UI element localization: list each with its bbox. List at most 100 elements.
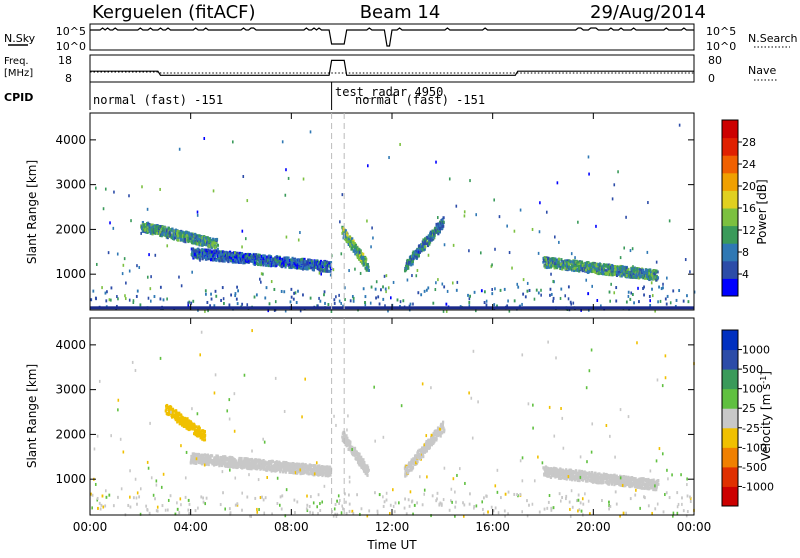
power-cell <box>412 263 414 266</box>
power-speckle <box>596 299 598 302</box>
power-near-range <box>486 303 488 306</box>
power-speckle <box>411 274 413 277</box>
power-speckle <box>110 299 112 302</box>
power-speckle <box>372 236 374 239</box>
power-near-range <box>192 300 194 303</box>
cpid-label: CPID <box>4 91 33 104</box>
power-speckle <box>630 292 632 295</box>
power-speckle <box>241 245 243 248</box>
nsearch-tick-top: 10^5 <box>706 25 736 38</box>
power-speckle <box>539 201 541 204</box>
power-speckle <box>384 275 386 278</box>
velocity-cell <box>199 430 201 433</box>
power-speckle <box>109 221 111 224</box>
power-near-range <box>686 294 688 297</box>
power-speckle <box>447 290 449 293</box>
power-cell <box>350 248 352 251</box>
power-cell <box>159 231 161 234</box>
power-near-range <box>432 302 434 305</box>
power-speckle <box>400 300 402 303</box>
power-near-range <box>493 303 495 306</box>
power-speckle <box>626 267 628 270</box>
power-near-range <box>517 286 519 289</box>
power-speckle <box>588 155 590 158</box>
power-near-range <box>293 298 295 301</box>
power-near-range <box>365 295 367 298</box>
power-near-range <box>353 300 355 303</box>
colorbar-tick-label: 20 <box>742 180 756 193</box>
power-cell <box>264 262 266 265</box>
velocity-cell <box>314 464 316 467</box>
power-near-range <box>633 301 635 304</box>
power-cell <box>194 253 196 256</box>
velocity-cell <box>422 453 424 456</box>
power-near-range <box>651 288 653 291</box>
power-speckle <box>159 188 161 191</box>
power-speckle <box>148 253 150 256</box>
power-near-range <box>95 297 97 300</box>
power-speckle <box>550 273 552 276</box>
colorbar-swatch <box>722 138 738 156</box>
power-near-range <box>296 301 298 304</box>
freq-panel: Freq. [MHz] 18 8 80 0 Nave <box>4 54 778 85</box>
power-near-range <box>467 294 469 297</box>
power-speckle <box>285 168 287 171</box>
power-speckle <box>360 272 362 275</box>
y-tick-label: 4000 <box>55 133 86 147</box>
power-near-range <box>90 298 92 301</box>
power-speckle <box>113 227 115 230</box>
power-speckle <box>354 268 356 271</box>
power-speckle <box>213 189 215 192</box>
power-near-range <box>658 286 660 289</box>
power-speckle <box>609 300 611 303</box>
power-cell <box>353 242 355 245</box>
power-speckle <box>558 241 560 244</box>
velocity-cell <box>367 470 369 473</box>
power-speckle <box>150 275 152 278</box>
power-speckle <box>370 302 372 305</box>
power-cell <box>321 269 323 272</box>
power-near-range <box>350 299 352 302</box>
power-cell <box>362 253 364 256</box>
power-speckle <box>288 177 290 180</box>
station-title: Kerguelen (fitACF) <box>92 2 256 23</box>
power-near-range <box>92 290 94 293</box>
nsky-label: N.Sky <box>4 32 36 45</box>
velocity-cell <box>288 470 290 473</box>
power-cell <box>216 238 218 241</box>
power-near-range <box>206 301 208 304</box>
power-speckle <box>140 232 142 235</box>
power-speckle <box>433 233 435 236</box>
velocity-cell <box>416 459 418 462</box>
power-near-range <box>629 298 631 301</box>
power-speckle <box>475 213 477 216</box>
velocity-cell <box>426 449 428 452</box>
colorbar-swatch <box>722 120 738 138</box>
power-near-range <box>302 293 304 296</box>
power-near-range <box>297 290 299 293</box>
power-cell <box>553 258 555 261</box>
power-speckle <box>101 286 103 289</box>
power-speckle <box>670 301 672 304</box>
cpid-row: CPID normal (fast) -151 test_radar 4950 … <box>4 82 485 110</box>
power-cell <box>209 240 211 243</box>
power-near-range <box>160 297 162 300</box>
power-near-range <box>223 302 225 305</box>
power-speckle <box>154 254 156 257</box>
velocity-cell <box>280 469 282 472</box>
power-speckle <box>117 253 119 256</box>
power-speckle <box>335 295 337 298</box>
power-near-range <box>615 299 617 302</box>
power-speckle <box>620 256 622 259</box>
power-speckle <box>242 230 244 233</box>
velocity-cell <box>292 462 294 465</box>
power-speckle <box>147 276 149 279</box>
power-speckle <box>246 303 248 306</box>
freq-unit: [MHz] <box>4 68 33 79</box>
power-near-range <box>236 286 238 289</box>
power-speckle <box>613 183 615 186</box>
power-speckle <box>133 301 135 304</box>
power-speckle <box>532 228 534 231</box>
power-speckle <box>399 143 401 146</box>
colorbar-swatch <box>722 208 738 226</box>
